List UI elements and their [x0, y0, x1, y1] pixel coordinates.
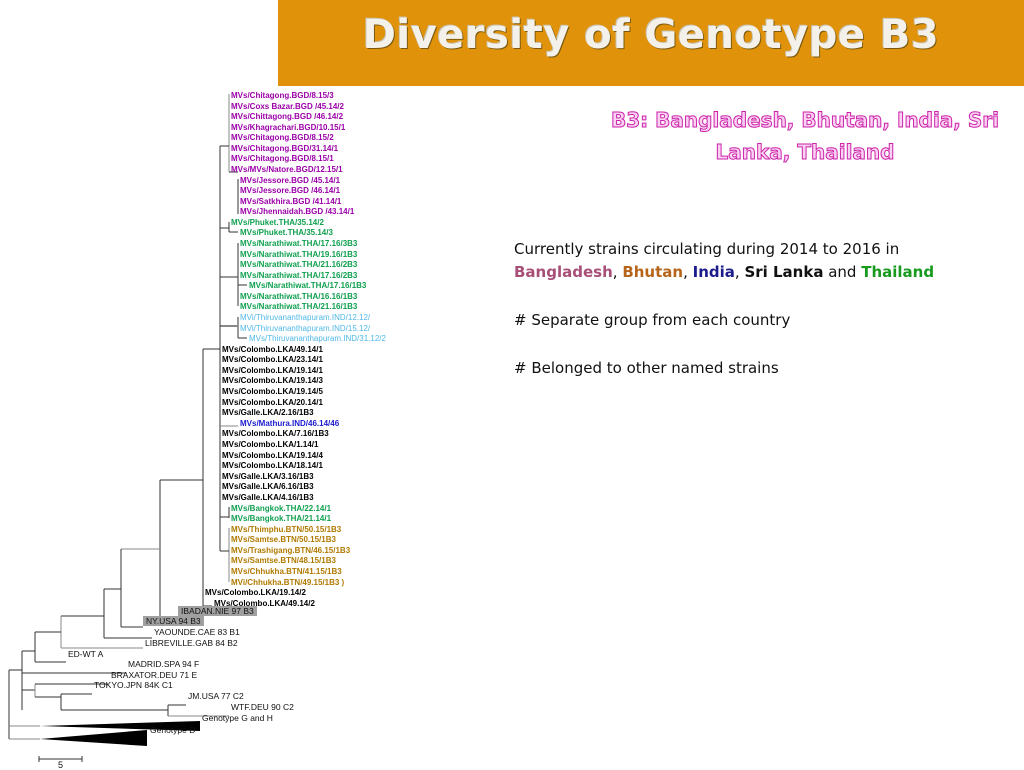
tree-leaf: MVs/Colombo.LKA/7.16/1B3 — [222, 429, 329, 438]
tree-leaf: MVs/Galle.LKA/6.16/1B3 — [222, 482, 314, 491]
tree-leaf: MVs/Jhennaidah.BGD /43.14/1 — [240, 207, 355, 216]
tree-leaf: MVi/Chhukha.BTN/49.15/1B3 ) — [231, 578, 345, 587]
subtitle-line-2: Lanka, Thailand — [715, 140, 895, 165]
tree-leaf: MVs/Galle.LKA/4.16/1B3 — [222, 493, 314, 502]
tree-leaf: MVs/Colombo.LKA/49.14/1 — [222, 345, 323, 354]
tree-reference-highlighted: NY.USA 94 B3 — [143, 616, 204, 626]
tree-reference: TOKYO.JPN 84K C1 — [94, 680, 173, 690]
tree-leaf: MVs/Narathiwat.THA/17.16/3B3 — [240, 239, 358, 248]
tree-reference: Genotype G and H — [202, 713, 273, 723]
scale-bar-label: 5 — [58, 760, 64, 770]
tree-leaf: MVs/Coxs Bazar.BGD /45.14/2 — [231, 102, 344, 111]
tree-leaf: MVs/Narathiwat.THA/16.16/1B3 — [240, 292, 358, 301]
country-bangladesh: Bangladesh — [514, 263, 613, 281]
tree-leaf: MVs/Colombo.LKA/49.14/2 — [214, 599, 315, 608]
tree-leaf: MVs/Phuket.THA/35.14/3 — [240, 228, 333, 237]
tree-leaf: MVi/Thiruvananthapuram.IND/12.12/ — [240, 313, 371, 322]
tree-leaf: MVs/Colombo.LKA/19.14/3 — [222, 376, 323, 385]
tree-leaf: MVs/Colombo.LKA/20.14/1 — [222, 398, 323, 407]
tree-leaf: MVi/Thiruvananthapuram.IND/15.12/ — [240, 324, 371, 333]
country-india: India — [692, 263, 735, 281]
tree-leaf: MVs/Khagrachari.BGD/10.15/1 — [231, 123, 346, 132]
tree-leaf: MVs/Narathiwat.THA/17.16/1B3 — [249, 281, 367, 290]
tree-leaf: MVs/Mathura.IND/46.14/46 — [240, 419, 340, 428]
tree-leaf: MVs/Chittagong.BGD /46.14/2 — [231, 112, 344, 121]
tree-leaf: MVs/Colombo.LKA/19.14/5 — [222, 387, 323, 396]
country-sri-lanka: Sri Lanka — [744, 263, 824, 281]
tree-leaf: MVs/Chitagong.BGD/8.15/3 — [231, 91, 334, 100]
tree-leaf: MVs/Galle.LKA/3.16/1B3 — [222, 472, 314, 481]
tree-leaf: MVs/Narathiwat.THA/21.16/1B3 — [240, 302, 358, 311]
tree-leaf: MVs/Jessore.BGD /46.14/1 — [240, 186, 341, 195]
country-thailand: Thailand — [861, 263, 935, 281]
title-banner: Diversity of Genotype B3 — [278, 0, 1024, 86]
tree-leaf: MVs/Satkhira.BGD /41.14/1 — [240, 197, 342, 206]
tree-reference: YAOUNDE.CAE 83 B1 — [154, 627, 240, 637]
tree-reference: Genotype D — [150, 725, 196, 735]
tree-leaf: MVs/Jessore.BGD /45.14/1 — [240, 176, 341, 185]
notes-countries: Bangladesh, Bhutan, India, Sri Lanka and… — [514, 263, 935, 281]
tree-leaf: MVs/Narathiwat.THA/17.16/2B3 — [240, 271, 358, 280]
genotype-d-triangle — [40, 730, 147, 746]
bullet-separate-group: # Separate group from each country — [514, 311, 791, 329]
tree-leaf: MVs/Colombo.LKA/19.14/1 — [222, 366, 323, 375]
tree-reference: BRAXATOR.DEU 71 E — [111, 670, 198, 680]
tree-leaf: MVs/Chitagong.BGD/31.14/1 — [231, 144, 339, 153]
tree-leaf: MVs/Thiruvananthapuram.IND/31.12/2 — [249, 334, 386, 343]
tree-leaf: MVs/Chitagong.BGD/8.15/2 — [231, 133, 334, 142]
tree-leaf: MVs/Chhukha.BTN/41.15/1B3 — [231, 567, 342, 576]
subtitle-line-1: B3: Bangladesh, Bhutan, India, Sri — [611, 108, 1000, 133]
subtitle: B3: Bangladesh, Bhutan, India, Sri Lanka… — [590, 104, 1020, 168]
tree-leaf: MVs/Phuket.THA/35.14/2 — [231, 218, 324, 227]
tree-leaf: MVs/Bangkok.THA/21.14/1 — [231, 514, 332, 523]
tree-leaf: MVs/Colombo.LKA/1.14/1 — [222, 440, 319, 449]
tree-leaf: MVs/Narathiwat.THA/21.16/2B3 — [240, 260, 358, 269]
bullet-other-strains: # Belonged to other named strains — [514, 359, 779, 377]
tree-leaf: MVs/Narathiwat.THA/19.16/1B3 — [240, 250, 358, 259]
page-title: Diversity of Genotype B3 — [362, 12, 940, 58]
tree-leaf: MVs/MVs/Natore.BGD/12.15/1 — [231, 165, 343, 174]
tree-leaf: MVs/Colombo.LKA/23.14/1 — [222, 355, 323, 364]
tree-reference: LIBREVILLE.GAB 84 B2 — [145, 638, 238, 648]
tree-reference: MADRID.SPA 94 F — [128, 659, 200, 669]
genotype-g-h-triangle — [40, 721, 200, 731]
tree-leaf: MVs/Colombo.LKA/18.14/1 — [222, 461, 323, 470]
tree-reference-highlighted: IBADAN.NIE 97 B3 — [178, 606, 257, 616]
notes-line-1: Currently strains circulating during 201… — [514, 240, 900, 258]
tree-reference: JM.USA 77 C2 — [188, 691, 244, 701]
notes-panel: Currently strains circulating during 201… — [514, 238, 994, 380]
tree-leaf: MVs/Chitagong.BGD/8.15/1 — [231, 154, 334, 163]
tree-leaf: MVs/Trashigang.BTN/46.15/1B3 — [231, 546, 351, 555]
tree-leaf: MVs/Colombo.LKA/19.14/2 — [205, 588, 306, 597]
tree-leaf: MVs/Samtse.BTN/48.15/1B3 — [231, 556, 336, 565]
tree-leaf: MVs/Samtse.BTN/50.15/1B3 — [231, 535, 336, 544]
tree-reference: WTF.DEU 90 C2 — [231, 702, 294, 712]
tree-leaf: MVs/Galle.LKA/2.16/1B3 — [222, 408, 314, 417]
tree-leaf: MVs/Colombo.LKA/19.14/4 — [222, 451, 323, 460]
tree-leaf: MVs/Thimphu.BTN/50.15/1B3 — [231, 525, 342, 534]
tree-leaf: MVs/Bangkok.THA/22.14/1 — [231, 504, 332, 513]
country-bhutan: Bhutan — [622, 263, 684, 281]
tree-reference: ED-WT A — [68, 649, 104, 659]
